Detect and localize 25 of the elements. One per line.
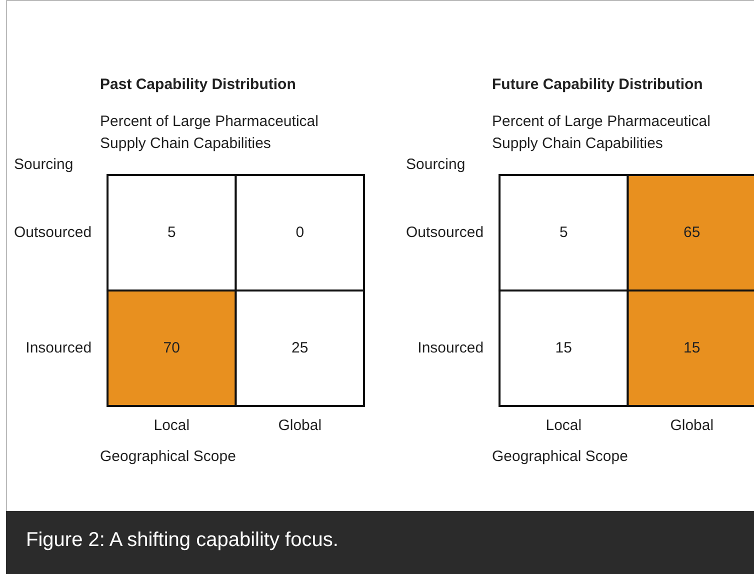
x-tick-label: Global <box>670 417 714 434</box>
data-label: 0 <box>296 224 304 241</box>
x-axis-title: Geographical Scope <box>100 448 236 465</box>
data-label: 5 <box>559 224 568 241</box>
y-tick-label: Insourced <box>418 339 484 356</box>
y-axis-title: Sourcing <box>406 156 466 173</box>
x-tick-label: Local <box>154 417 190 434</box>
chart-subtitle: Percent of Large Pharmaceutical Supply Chain Capabilities <box>492 112 712 154</box>
y-tick-label: Outsourced <box>14 224 92 241</box>
caption: Figure 2: A shifting capability focus. <box>26 529 338 552</box>
data-label: 25 <box>292 339 308 356</box>
chart-title: Future Capability Distribution <box>492 76 703 93</box>
y-tick-label: Outsourced <box>406 224 484 241</box>
x-axis-title: Geographical Scope <box>492 448 628 465</box>
x-tick-label: Global <box>278 417 322 434</box>
data-label: 15 <box>684 339 700 356</box>
data-label: 65 <box>684 224 700 241</box>
x-tick-label: Local <box>546 417 582 434</box>
y-axis-title: Sourcing <box>14 156 74 173</box>
chart-title: Past Capability Distribution <box>100 76 296 93</box>
y-tick-label: Insourced <box>26 339 92 356</box>
data-label: 5 <box>167 224 176 241</box>
data-label: 15 <box>555 339 572 356</box>
chart-subtitle: Percent of Large Pharmaceutical Supply Chain Capabilities <box>100 112 320 154</box>
data-label: 70 <box>163 339 180 356</box>
